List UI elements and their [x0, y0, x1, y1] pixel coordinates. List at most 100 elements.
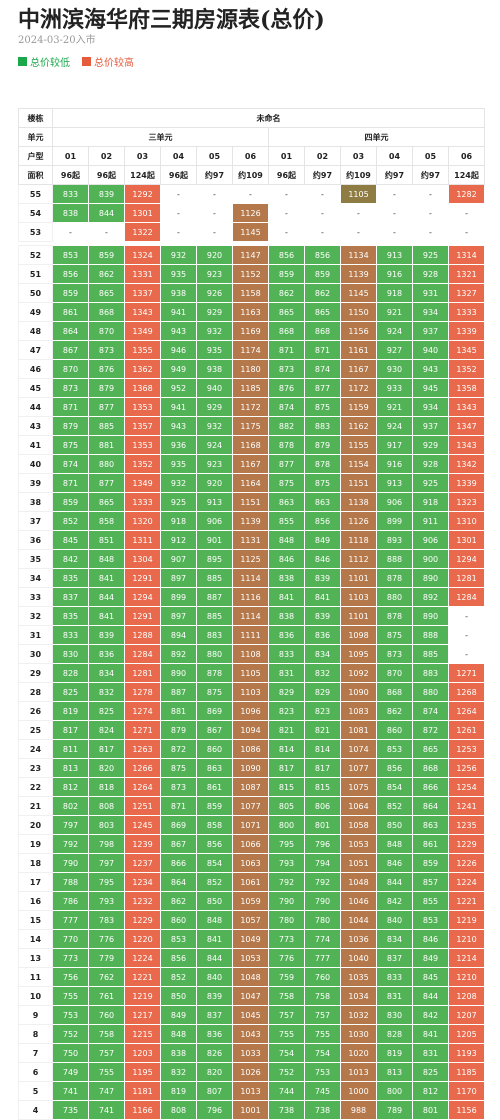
price-cell[interactable]: 869 — [160, 815, 197, 835]
price-cell[interactable]: 918 — [376, 283, 413, 303]
price-cell[interactable]: 838 — [268, 606, 305, 626]
price-cell[interactable]: 870 — [88, 321, 125, 341]
price-cell[interactable]: 1066 — [232, 834, 269, 854]
price-cell[interactable]: 1234 — [124, 872, 161, 892]
price-cell[interactable]: 880 — [196, 644, 233, 664]
price-cell[interactable]: 918 — [412, 492, 449, 512]
price-cell[interactable]: 859 — [412, 853, 449, 873]
price-cell[interactable]: 875 — [196, 682, 233, 702]
price-cell[interactable]: 932 — [196, 416, 233, 436]
price-cell[interactable]: 1108 — [232, 644, 269, 664]
price-cell[interactable]: 923 — [196, 454, 233, 474]
price-cell[interactable]: - — [268, 222, 305, 242]
price-cell[interactable]: 848 — [88, 549, 125, 569]
price-cell[interactable]: 807 — [196, 1081, 233, 1101]
price-cell[interactable]: 789 — [376, 1100, 413, 1120]
price-cell[interactable]: 1185 — [232, 378, 269, 398]
price-cell[interactable]: 1339 — [447, 321, 486, 341]
price-cell[interactable]: 1284 — [124, 644, 161, 664]
price-cell[interactable]: 1310 — [447, 511, 486, 531]
price-cell[interactable]: 844 — [196, 948, 233, 968]
price-cell[interactable]: 1087 — [232, 777, 269, 797]
price-cell[interactable]: 865 — [412, 739, 449, 759]
price-cell[interactable]: 1292 — [124, 184, 161, 204]
price-cell[interactable]: 817 — [304, 758, 341, 778]
price-cell[interactable]: 1044 — [340, 910, 377, 930]
price-cell[interactable]: 825 — [52, 682, 89, 702]
price-cell[interactable]: 1040 — [340, 948, 377, 968]
price-cell[interactable]: 755 — [304, 1024, 341, 1044]
price-cell[interactable]: 854 — [376, 777, 413, 797]
price-cell[interactable]: - — [376, 184, 413, 204]
price-cell[interactable]: 1291 — [124, 568, 161, 588]
price-cell[interactable]: 812 — [52, 777, 89, 797]
price-cell[interactable]: 929 — [412, 435, 449, 455]
price-cell[interactable]: 1000 — [340, 1081, 377, 1101]
price-cell[interactable]: 817 — [52, 720, 89, 740]
price-cell[interactable]: 841 — [88, 568, 125, 588]
price-cell[interactable]: 824 — [88, 720, 125, 740]
price-cell[interactable]: 1105 — [340, 184, 377, 204]
price-cell[interactable]: 1053 — [232, 948, 269, 968]
price-cell[interactable]: 913 — [376, 473, 413, 493]
price-cell[interactable]: 1322 — [124, 222, 161, 242]
price-cell[interactable]: 842 — [52, 549, 89, 569]
price-cell[interactable]: 758 — [304, 986, 341, 1006]
price-cell[interactable]: 868 — [412, 758, 449, 778]
price-cell[interactable]: 1251 — [124, 796, 161, 816]
price-cell[interactable]: 1035 — [340, 967, 377, 987]
price-cell[interactable]: 917 — [376, 435, 413, 455]
price-cell[interactable]: 741 — [52, 1081, 89, 1101]
price-cell[interactable]: 1112 — [340, 549, 377, 569]
price-cell[interactable]: 1205 — [447, 1024, 486, 1044]
price-cell[interactable]: 1013 — [232, 1081, 269, 1101]
price-cell[interactable]: 868 — [268, 321, 305, 341]
price-cell[interactable]: 758 — [268, 986, 305, 1006]
price-cell[interactable]: 828 — [376, 1024, 413, 1044]
price-cell[interactable]: 783 — [88, 910, 125, 930]
price-cell[interactable]: 928 — [412, 454, 449, 474]
price-cell[interactable]: 855 — [412, 891, 449, 911]
price-cell[interactable]: 873 — [160, 777, 197, 797]
price-cell[interactable]: 895 — [196, 549, 233, 569]
price-cell[interactable]: 1245 — [124, 815, 161, 835]
price-cell[interactable]: 795 — [88, 872, 125, 892]
price-cell[interactable]: 916 — [376, 264, 413, 284]
price-cell[interactable]: 865 — [304, 302, 341, 322]
price-cell[interactable]: 848 — [160, 1024, 197, 1044]
price-cell[interactable]: 738 — [268, 1100, 305, 1120]
price-cell[interactable]: - — [447, 644, 486, 664]
price-cell[interactable]: 1092 — [340, 663, 377, 683]
price-cell[interactable]: 855 — [268, 511, 305, 531]
price-cell[interactable]: 911 — [412, 511, 449, 531]
price-cell[interactable]: 1152 — [232, 264, 269, 284]
price-cell[interactable]: 1139 — [340, 264, 377, 284]
price-cell[interactable]: 1355 — [124, 340, 161, 360]
price-cell[interactable]: 1167 — [232, 454, 269, 474]
price-cell[interactable]: 849 — [304, 530, 341, 550]
price-cell[interactable]: 865 — [88, 492, 125, 512]
price-cell[interactable]: 1101 — [340, 606, 377, 626]
price-cell[interactable]: 1164 — [232, 473, 269, 493]
price-cell[interactable]: 1333 — [124, 492, 161, 512]
price-cell[interactable]: 1321 — [447, 264, 486, 284]
price-cell[interactable]: 760 — [88, 1005, 125, 1025]
price-cell[interactable]: 853 — [412, 910, 449, 930]
price-cell[interactable]: 1345 — [447, 340, 486, 360]
price-cell[interactable]: 876 — [268, 378, 305, 398]
price-cell[interactable]: 852 — [52, 511, 89, 531]
price-cell[interactable]: 1314 — [447, 245, 486, 265]
price-cell[interactable]: 1033 — [232, 1043, 269, 1063]
price-cell[interactable]: 861 — [52, 302, 89, 322]
price-cell[interactable]: 755 — [88, 1062, 125, 1082]
price-cell[interactable]: 780 — [268, 910, 305, 930]
price-cell[interactable]: 1266 — [124, 758, 161, 778]
price-cell[interactable]: 752 — [268, 1062, 305, 1082]
price-cell[interactable]: 861 — [196, 777, 233, 797]
price-cell[interactable]: - — [447, 606, 486, 626]
price-cell[interactable]: 1147 — [232, 245, 269, 265]
price-cell[interactable]: 738 — [304, 1100, 341, 1120]
price-cell[interactable]: 1048 — [340, 872, 377, 892]
price-cell[interactable]: 880 — [376, 587, 413, 607]
price-cell[interactable]: 790 — [304, 891, 341, 911]
